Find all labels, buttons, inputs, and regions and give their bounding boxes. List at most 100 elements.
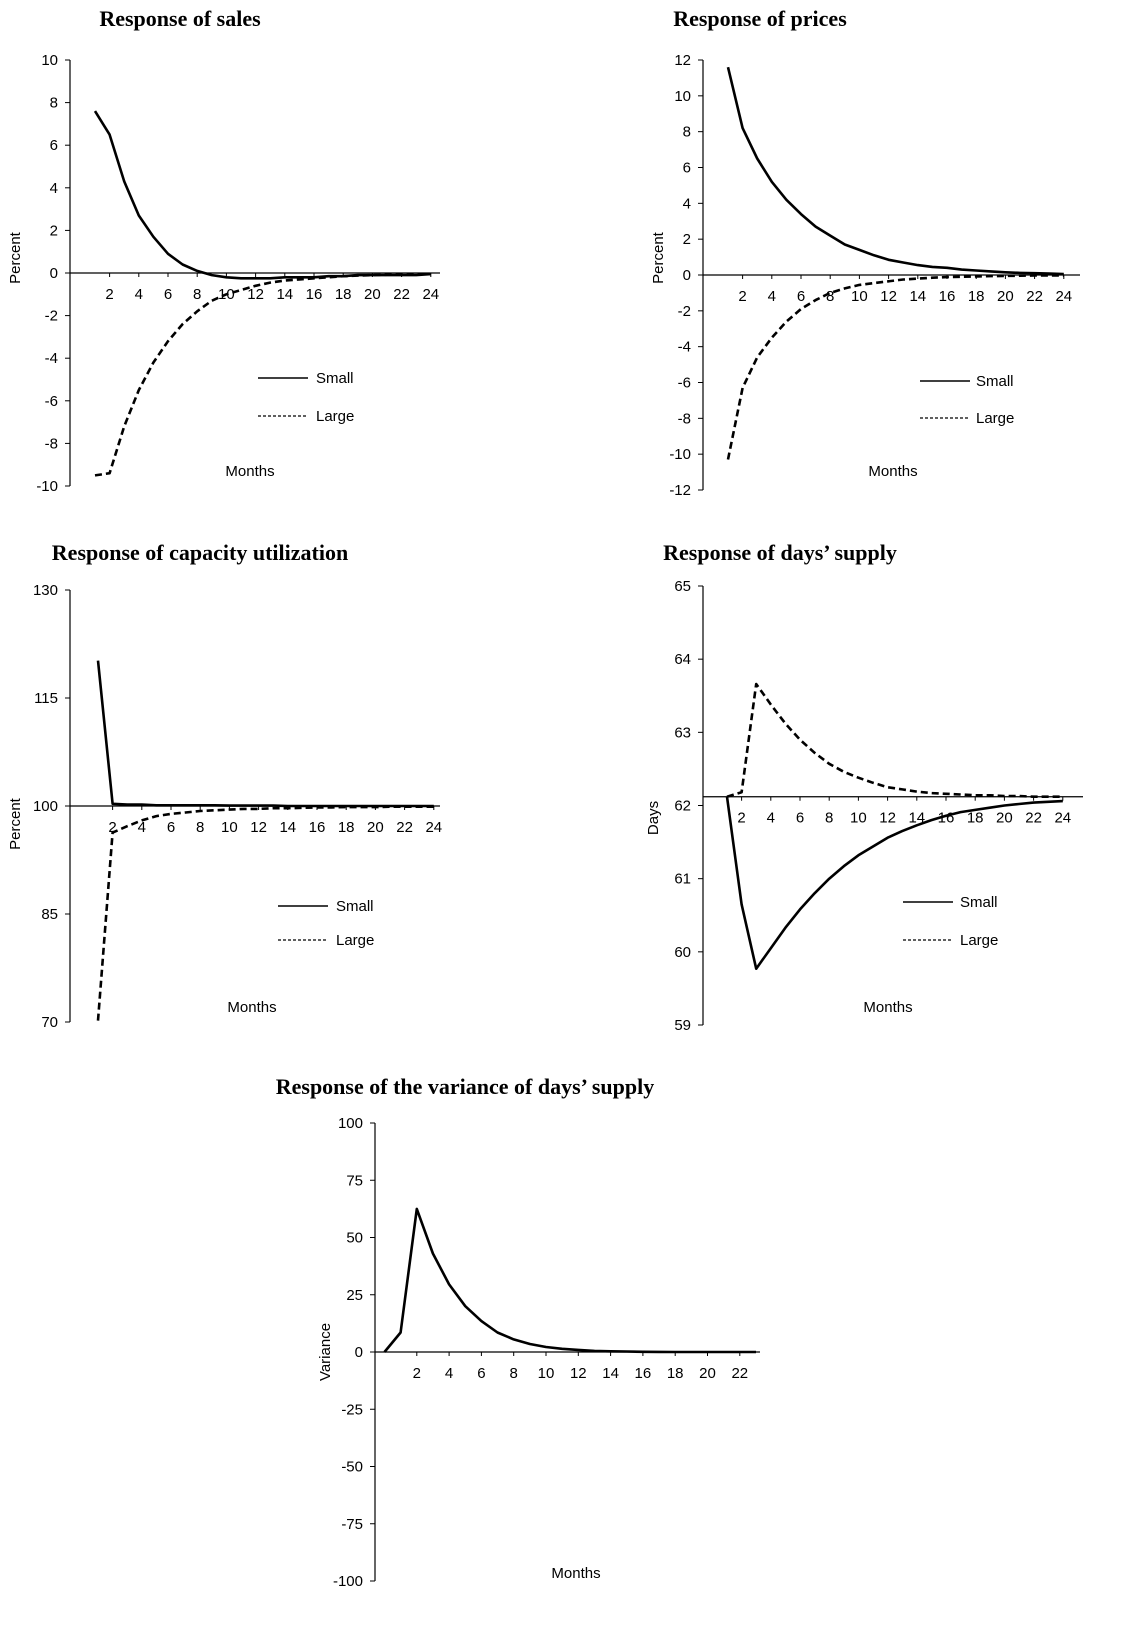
chart-title: Response of sales — [99, 6, 261, 31]
x-tick-label: 2 — [413, 1365, 421, 1382]
x-tick-label: 4 — [768, 288, 776, 305]
x-tick-label: 18 — [335, 286, 352, 303]
series-line-variance — [383, 1207, 756, 1354]
legend-label-small: Small — [976, 373, 1014, 390]
series-line-large — [96, 805, 434, 1021]
x-tick-label: 20 — [364, 286, 381, 303]
x-tick-label: 18 — [968, 288, 985, 305]
x-tick-label: 12 — [250, 819, 267, 836]
x-tick-label: 14 — [279, 819, 296, 836]
y-tick-label: -2 — [678, 303, 691, 320]
x-tick-label: 20 — [367, 819, 384, 836]
x-tick-label: 10 — [851, 288, 868, 305]
y-tick-label: 85 — [41, 906, 58, 923]
y-axis-label: Percent — [7, 231, 24, 284]
x-tick-label: 24 — [1054, 810, 1071, 827]
x-tick-label: 4 — [767, 810, 775, 827]
x-tick-label: 18 — [967, 810, 984, 827]
y-tick-label: 65 — [674, 578, 691, 595]
y-tick-label: 0 — [50, 265, 58, 282]
y-tick-label: 75 — [346, 1172, 363, 1189]
x-axis-label: Months — [868, 463, 917, 480]
chart-title: Response of capacity utilization — [52, 540, 348, 565]
y-tick-label: 64 — [674, 651, 691, 668]
x-tick-label: 24 — [425, 819, 442, 836]
y-tick-label: 0 — [683, 267, 691, 284]
y-tick-label: 10 — [674, 88, 691, 105]
legend: Small Large — [278, 898, 374, 949]
legend: Small Large — [920, 373, 1014, 427]
y-tick-label: -10 — [36, 478, 58, 495]
x-tick-label: 16 — [306, 286, 323, 303]
x-tick-label: 2 — [737, 810, 745, 827]
y-tick-label: 61 — [674, 871, 691, 888]
chart-title: Response of prices — [673, 6, 847, 31]
x-tick-label: 22 — [393, 286, 410, 303]
x-tick-label: 20 — [997, 288, 1014, 305]
y-tick-label: 60 — [674, 944, 691, 961]
y-tick-label: 4 — [683, 195, 691, 212]
legend: Small Large — [258, 370, 354, 425]
y-tick-label: -6 — [45, 393, 58, 410]
x-axis-label: Months — [551, 1565, 600, 1582]
y-tick-label: 50 — [346, 1230, 363, 1247]
x-axis-label: Months — [863, 999, 912, 1016]
y-tick-label: -8 — [678, 410, 691, 427]
chart-title: Response of days’ supply — [663, 540, 897, 565]
x-tick-label: 4 — [135, 286, 143, 303]
x-axis-label: Months — [225, 463, 274, 480]
y-tick-label: 70 — [41, 1014, 58, 1031]
y-tick-label: 2 — [683, 231, 691, 248]
series-line-small — [93, 110, 431, 280]
y-tick-label: -4 — [678, 339, 691, 356]
y-axis-label: Percent — [650, 231, 667, 284]
y-tick-label: 10 — [41, 52, 58, 69]
x-tick-label: 12 — [880, 288, 897, 305]
legend-label-large: Large — [976, 410, 1014, 427]
y-tick-label: 100 — [33, 798, 58, 815]
x-tick-label: 8 — [196, 819, 204, 836]
x-tick-label: 10 — [850, 810, 867, 827]
y-tick-label: 8 — [50, 95, 58, 112]
y-tick-label: -6 — [678, 375, 691, 392]
chart-panel-2: Response of prices121086420-2-4-6-8-10-1… — [650, 6, 1080, 499]
x-tick-label: 4 — [138, 819, 146, 836]
legend-label-large: Large — [336, 932, 374, 949]
x-tick-label: 14 — [909, 288, 926, 305]
x-tick-label: 8 — [825, 810, 833, 827]
x-tick-label: 8 — [510, 1365, 518, 1382]
y-axis-label: Variance — [317, 1323, 334, 1381]
x-tick-label: 8 — [193, 286, 201, 303]
y-tick-label: -50 — [341, 1459, 363, 1476]
legend-label-small: Small — [960, 894, 998, 911]
y-axis-label: Percent — [7, 797, 24, 850]
x-tick-label: 14 — [602, 1365, 619, 1382]
x-tick-label: 8 — [826, 288, 834, 305]
chart-title: Response of the variance of days’ supply — [276, 1074, 655, 1099]
y-tick-label: 25 — [346, 1287, 363, 1304]
x-tick-label: 24 — [422, 286, 439, 303]
y-tick-label: 0 — [355, 1344, 363, 1361]
x-tick-label: 6 — [796, 810, 804, 827]
legend-label-small: Small — [316, 370, 354, 387]
series-line-large — [94, 272, 431, 477]
y-tick-label: 130 — [33, 582, 58, 599]
x-axis-label: Months — [227, 999, 276, 1016]
series-line-large — [726, 274, 1064, 460]
x-tick-label: 20 — [996, 810, 1013, 827]
y-axis-label: Days — [645, 801, 662, 835]
x-tick-label: 22 — [1026, 288, 1043, 305]
x-tick-label: 20 — [699, 1365, 716, 1382]
y-tick-label: -4 — [45, 350, 58, 367]
x-tick-label: 6 — [797, 288, 805, 305]
x-tick-label: 22 — [731, 1365, 748, 1382]
y-tick-label: 59 — [674, 1017, 691, 1034]
y-tick-label: 4 — [50, 180, 58, 197]
x-tick-label: 2 — [738, 288, 746, 305]
series-line-small — [96, 660, 434, 808]
y-tick-label: 12 — [674, 52, 691, 69]
x-tick-label: 6 — [167, 819, 175, 836]
